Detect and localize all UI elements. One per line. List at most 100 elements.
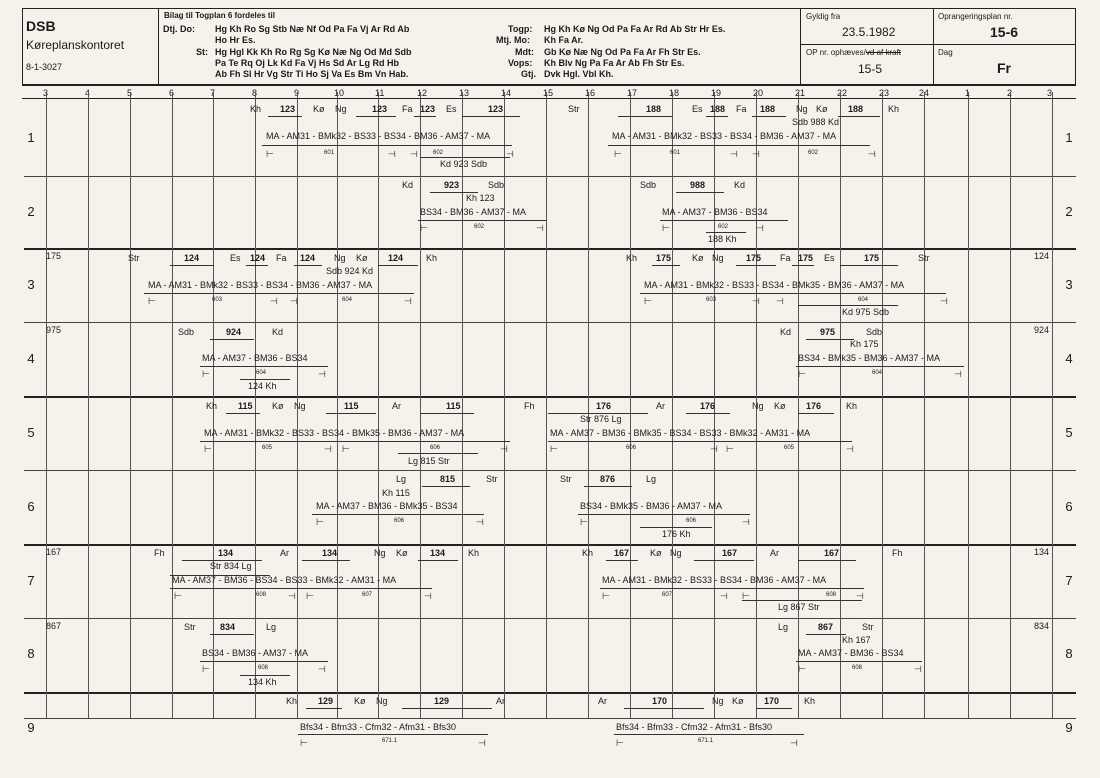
train-number: 134 (218, 548, 234, 558)
rule-line (326, 413, 376, 414)
train-number: 188 (760, 104, 776, 114)
station-label: Str (128, 253, 140, 263)
valid-from-label: Gyldig fra (806, 12, 841, 21)
bracket-mark: ⊢ (616, 738, 624, 748)
hour-label: 16 (585, 88, 596, 98)
rule-line (640, 293, 946, 294)
rule-line (402, 708, 492, 709)
route-text: MA - AM37 - BM36 - BMk35 - BS34 (316, 501, 458, 511)
train-number: 876 (600, 474, 616, 484)
st-label: St: (196, 47, 208, 57)
mtj-list: Kh Fa Ar. (544, 35, 584, 45)
rule-line (796, 661, 922, 662)
train-number: 867 (818, 622, 834, 632)
turn-note: Kh 167 (842, 635, 871, 645)
station-label: Lg (646, 474, 657, 484)
station-label: Str (486, 474, 498, 484)
bracket-mark: ⊣ (476, 517, 484, 527)
bracket-mark: ⊢ (726, 444, 734, 454)
rule-line (200, 366, 328, 367)
bracket-mark: ⊢ (662, 223, 670, 233)
turn-note: Lg 815 Str (408, 456, 450, 466)
station-label: Ng (670, 548, 682, 558)
train-number: 123 (280, 104, 296, 114)
turn-note: Sdb 988 Kd (792, 117, 840, 127)
bracket-mark: ⊢ (174, 591, 182, 601)
bracket-mark: ⊢ (602, 591, 610, 601)
train-number: 834 (220, 622, 236, 632)
train-number: 175 (746, 253, 762, 263)
turn-note: 124 Kh (248, 381, 277, 391)
bracket-mark: ⊣ (424, 591, 432, 601)
row-side-label: 134 (1034, 547, 1050, 557)
bracket-mark: ⊢ (798, 369, 806, 379)
bracket-mark: ⊢ (550, 444, 558, 454)
train-number: 134 (322, 548, 338, 558)
rule-line (640, 527, 712, 528)
station-label: Kø (396, 548, 408, 558)
rule-line (548, 413, 648, 414)
station-label: Fa (276, 253, 287, 263)
station-label: Kd (734, 180, 746, 190)
mdt-label: Mdt: (515, 47, 534, 57)
station-label: Ng (712, 696, 724, 706)
bracket-mark: ⊢ (300, 738, 308, 748)
row-number: 6 (27, 499, 35, 514)
bracket-mark: ⊣ (756, 223, 764, 233)
rule-line (298, 734, 488, 735)
bracket-mark: ⊢ (316, 517, 324, 527)
route-text: MA - AM31 - BMk32 - BS33 - BS34 - BM36 -… (148, 280, 373, 290)
rule-line (240, 379, 290, 380)
route-text: MA - AM31 - BMk32 - BS33 - BS34 - BM36 -… (612, 131, 837, 141)
duty-number: 606 (394, 518, 405, 524)
station-label: Ng (335, 104, 347, 114)
bracket-mark: ⊣ (914, 664, 922, 674)
rule-line (614, 734, 804, 735)
station-label: Kh (804, 696, 816, 706)
train-number: 924 (226, 327, 242, 337)
rule-line (378, 265, 418, 266)
route-text: MA - AM31 - BMk32 - BS33 - BS34 - BMk35 … (204, 428, 465, 438)
duty-number: 604 (342, 297, 353, 303)
station-label: Kø (356, 253, 368, 263)
station-label: Es (824, 253, 835, 263)
train-number: 188 (646, 104, 662, 114)
bracket-mark: ⊣ (752, 149, 760, 159)
rule-line (624, 708, 704, 709)
duty-number: 606 (430, 445, 441, 451)
plan-number-label: Oprangeringsplan nr. (938, 12, 1013, 21)
duty-number: 606 (626, 445, 637, 451)
rule-line (798, 560, 856, 561)
hour-axis-line (22, 98, 1076, 99)
bilag-title: Bilag til Togplan 6 fordeles til (164, 11, 275, 20)
train-number: 988 (690, 180, 706, 190)
route-text: MA - AM31 - BMk32 - BS33 - BS34 - BM36 -… (266, 131, 491, 141)
station-label: Sdb (178, 327, 195, 337)
train-number: 115 (344, 401, 359, 411)
bracket-mark: ⊣ (478, 738, 486, 748)
station-label: Kh (206, 401, 218, 411)
bracket-mark: ⊢ (202, 369, 210, 379)
duty-number: 602 (808, 150, 819, 156)
rule-line (706, 116, 728, 117)
route-text: MA - AM37 - BM36 - BMk35 - BS34 - BS33 -… (550, 428, 811, 438)
mdt-list: Gb Kø Næ Ng Od Pa Fa Ar Fh Str Es. (544, 47, 701, 57)
station-label: Kø (354, 696, 366, 706)
train-number: 115 (446, 401, 461, 411)
form-number: 8-1-3027 (26, 62, 63, 72)
rule-line (144, 293, 414, 294)
station-label: Kd (780, 327, 792, 337)
bracket-mark: ⊣ (500, 444, 508, 454)
duty-number: 601 (670, 150, 681, 156)
hour-label: 14 (501, 88, 512, 98)
train-number: 188 (710, 104, 726, 114)
rule-line (756, 708, 792, 709)
bracket-mark: ⊣ (324, 444, 332, 454)
route-text: MA - AM31 - BMk32 - BS33 - BS34 - BMk35 … (644, 280, 905, 290)
train-number: 175 (798, 253, 814, 263)
bracket-mark: ⊢ (580, 517, 588, 527)
turn-note: Str 834 Lg (210, 561, 252, 571)
togp-label: Togp: (508, 24, 533, 34)
station-label: Kh (582, 548, 594, 558)
rule-line (240, 675, 290, 676)
